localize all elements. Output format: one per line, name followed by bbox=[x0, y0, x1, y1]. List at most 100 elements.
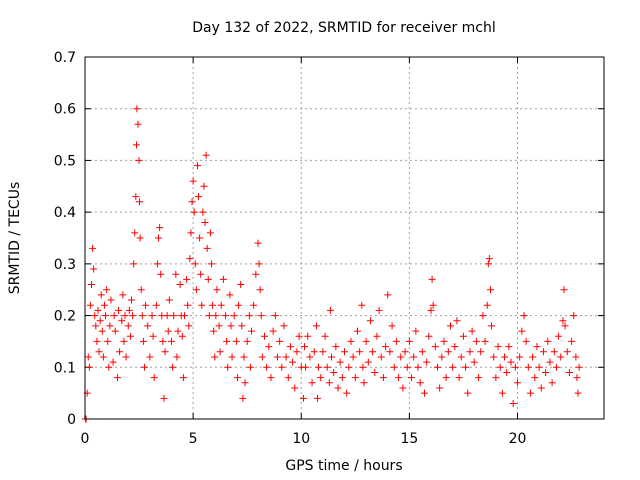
data-point bbox=[401, 348, 409, 356]
data-point bbox=[330, 368, 338, 376]
data-point bbox=[152, 301, 160, 309]
data-point bbox=[533, 343, 541, 351]
data-point bbox=[377, 353, 385, 361]
data-point bbox=[520, 312, 528, 320]
data-point bbox=[349, 353, 357, 361]
data-point bbox=[544, 337, 552, 345]
data-point bbox=[440, 337, 448, 345]
data-point bbox=[468, 327, 476, 335]
data-point bbox=[336, 358, 344, 366]
data-point bbox=[142, 301, 150, 309]
data-point bbox=[168, 337, 175, 345]
data-point bbox=[106, 322, 114, 330]
data-point bbox=[574, 389, 582, 397]
data-point bbox=[178, 332, 186, 340]
y-axis-label: SRMTID / TECUs bbox=[7, 182, 23, 295]
data-point bbox=[560, 286, 568, 294]
data-point bbox=[479, 312, 487, 320]
data-point bbox=[302, 363, 310, 371]
data-point bbox=[386, 348, 394, 356]
data-point bbox=[196, 234, 204, 242]
data-point bbox=[423, 358, 431, 366]
data-point bbox=[568, 337, 576, 345]
y-tick-label: 0 bbox=[67, 412, 76, 428]
data-point bbox=[334, 384, 342, 392]
data-point bbox=[418, 348, 426, 356]
data-point bbox=[546, 358, 554, 366]
data-point bbox=[245, 312, 253, 320]
data-point bbox=[139, 337, 147, 345]
data-point bbox=[174, 327, 182, 335]
data-point bbox=[156, 224, 164, 232]
y-tick-label: 0.1 bbox=[54, 360, 76, 376]
data-point bbox=[90, 265, 98, 273]
data-point bbox=[477, 348, 485, 356]
y-tick-label: 0.5 bbox=[54, 153, 76, 169]
data-point bbox=[102, 312, 110, 320]
data-point bbox=[97, 291, 105, 299]
data-point bbox=[189, 177, 197, 185]
data-point bbox=[416, 379, 424, 387]
data-point bbox=[308, 379, 316, 387]
x-tick-label: 10 bbox=[292, 431, 310, 447]
data-point bbox=[110, 312, 118, 320]
data-point bbox=[459, 332, 467, 340]
data-point bbox=[399, 384, 407, 392]
data-point bbox=[116, 348, 124, 356]
data-point bbox=[429, 301, 437, 309]
y-tick-label: 0.3 bbox=[54, 257, 76, 273]
data-point bbox=[243, 337, 251, 345]
data-point bbox=[93, 337, 101, 345]
data-point bbox=[144, 322, 152, 330]
data-point bbox=[462, 363, 470, 371]
data-point bbox=[280, 322, 288, 330]
data-point bbox=[524, 363, 532, 371]
data-point bbox=[136, 234, 144, 242]
data-point bbox=[132, 193, 140, 201]
data-point bbox=[488, 322, 496, 330]
x-tick-label: 20 bbox=[509, 431, 527, 447]
data-point bbox=[190, 208, 198, 216]
data-point bbox=[86, 301, 94, 309]
data-point bbox=[312, 322, 320, 330]
data-point bbox=[250, 301, 258, 309]
data-point bbox=[150, 374, 158, 382]
data-point bbox=[210, 327, 218, 335]
data-point bbox=[356, 348, 364, 356]
y-tick-label: 0.7 bbox=[54, 50, 76, 66]
data-point bbox=[169, 363, 177, 371]
data-point bbox=[351, 374, 359, 382]
data-point bbox=[105, 363, 113, 371]
data-point bbox=[134, 120, 142, 128]
data-point bbox=[111, 327, 119, 335]
data-point bbox=[204, 275, 212, 283]
data-point bbox=[496, 363, 504, 371]
data-point bbox=[360, 379, 368, 387]
data-point bbox=[99, 353, 107, 361]
data-point bbox=[135, 198, 143, 206]
data-point bbox=[153, 260, 161, 268]
data-point bbox=[179, 374, 187, 382]
data-point bbox=[563, 348, 571, 356]
data-point bbox=[310, 348, 318, 356]
data-point bbox=[550, 348, 558, 356]
data-point bbox=[516, 353, 524, 361]
data-point bbox=[433, 363, 441, 371]
data-point bbox=[122, 353, 130, 361]
data-point bbox=[148, 312, 156, 320]
data-point bbox=[557, 353, 565, 361]
data-point bbox=[138, 312, 146, 320]
data-point bbox=[257, 312, 265, 320]
data-point bbox=[129, 312, 137, 320]
data-point bbox=[446, 322, 454, 330]
data-point bbox=[203, 244, 211, 252]
data-point bbox=[119, 291, 127, 299]
data-point bbox=[85, 363, 93, 371]
data-point bbox=[131, 229, 139, 237]
data-point bbox=[539, 348, 547, 356]
data-point bbox=[273, 353, 281, 361]
data-point bbox=[100, 301, 108, 309]
data-point bbox=[438, 353, 446, 361]
data-point bbox=[364, 358, 372, 366]
data-point bbox=[304, 332, 312, 340]
